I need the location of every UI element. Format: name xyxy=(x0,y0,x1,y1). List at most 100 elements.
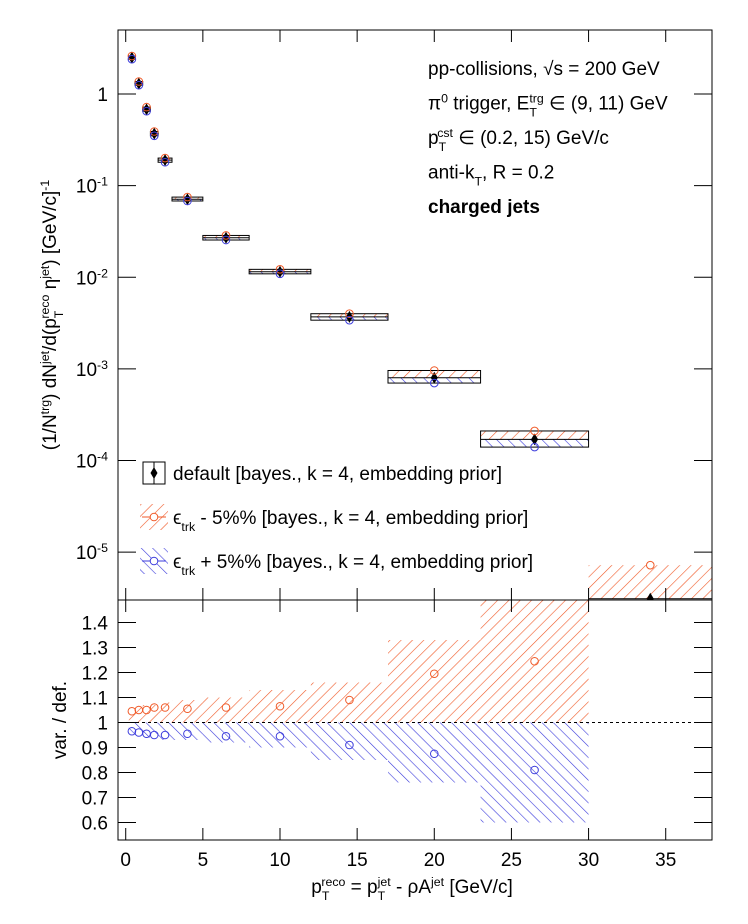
default-marker xyxy=(430,371,438,384)
superscript: jet xyxy=(430,875,445,889)
y-tick-label: 10-2 xyxy=(76,266,108,289)
superscript: -4 xyxy=(97,449,108,463)
systematic-band xyxy=(249,690,311,723)
default-marker xyxy=(143,103,151,116)
y-tick-label: 10-4 xyxy=(76,449,108,472)
text-part: /d(p xyxy=(40,318,61,351)
ratio-marker xyxy=(127,706,137,716)
legend-label: default [bayes., k = 4, embedding prior] xyxy=(173,464,502,485)
systematic-band xyxy=(158,702,172,723)
systematic-band xyxy=(134,707,143,723)
subscript: T xyxy=(474,175,482,189)
y-tick-label: 0.8 xyxy=(82,764,108,785)
y-tick-label: 0.9 xyxy=(82,739,108,760)
ratio-marker xyxy=(183,729,192,739)
superscript: reco xyxy=(38,295,52,319)
variation-marker xyxy=(345,315,354,325)
ratio-marker xyxy=(149,730,159,740)
ratio-marker xyxy=(345,740,354,750)
axes: 10-510-410-310-210-11(1/Ntrg) dNjet/d(pT… xyxy=(38,30,712,903)
default-marker xyxy=(531,433,539,446)
superscript: -1 xyxy=(38,180,52,191)
systematic-band xyxy=(388,722,481,783)
systematic-band xyxy=(310,682,388,723)
subscript: trk xyxy=(181,520,196,534)
x-tick-label: 20 xyxy=(424,850,445,871)
x-tick-label: 25 xyxy=(501,850,522,871)
subscript: T xyxy=(322,889,330,903)
superscript: -3 xyxy=(97,358,108,372)
ratio-marker xyxy=(345,695,354,705)
variation-marker xyxy=(183,196,192,206)
y-tick-label: 10-1 xyxy=(76,175,108,198)
ratio-marker xyxy=(530,656,539,666)
text-part: η xyxy=(40,279,61,295)
text-part: p xyxy=(428,128,439,149)
y-tick-label: 1.4 xyxy=(82,614,109,635)
text-part: anti-k xyxy=(428,163,475,184)
bold-part: charged jets xyxy=(428,197,540,218)
legend-marker xyxy=(150,467,158,479)
variation-marker xyxy=(275,269,285,279)
legend-marker xyxy=(149,556,159,566)
x-tick-label: 0 xyxy=(120,850,131,871)
variation-marker xyxy=(429,378,439,388)
y-axis-title: (1/Ntrg) dNjet/d(pTreco ηjet) [GeV/c]-1 xyxy=(38,180,66,451)
variation-marker xyxy=(429,366,439,375)
legend-label: ϵtrk - 5%% [bayes., k = 4, embedding pri… xyxy=(173,508,528,534)
upper-panel xyxy=(127,51,712,600)
variation-marker xyxy=(221,235,231,245)
variation-marker xyxy=(127,54,137,64)
systematic-band xyxy=(480,600,589,723)
text-part: - ρA xyxy=(391,877,432,898)
ratio-marker xyxy=(183,704,192,714)
variation-marker xyxy=(134,80,144,90)
variation-marker xyxy=(127,51,137,61)
annotation: anti-kT, R = 0.2 xyxy=(428,163,554,189)
text-part: default [bayes., k = 4, embedding prior] xyxy=(173,464,502,485)
y-tick-label: 0.7 xyxy=(82,789,108,810)
annotation: π0 trigger, ETtrg ∈ (9, 11) GeV xyxy=(428,92,668,120)
text-part: trigger, E xyxy=(448,94,529,115)
systematic-band xyxy=(388,640,481,723)
legend-label: ϵtrk + 5%% [bayes., k = 4, embedding pri… xyxy=(173,552,533,578)
legend-marker xyxy=(149,512,159,522)
variation-marker xyxy=(275,265,285,274)
default-marker xyxy=(646,592,654,600)
systematic-band xyxy=(172,700,203,723)
systematic-band xyxy=(480,722,589,823)
ratio-marker xyxy=(142,705,151,715)
variation-marker xyxy=(142,102,151,112)
x-axis-title: pTreco = pTjet - ρAjet [GeV/c] xyxy=(311,875,512,903)
text-part: ) [GeV/c] xyxy=(40,191,61,266)
text-part: (1/N xyxy=(40,414,61,450)
superscript: jet xyxy=(377,875,392,889)
ratio-marker xyxy=(429,669,439,679)
variation-marker xyxy=(142,106,151,116)
default-marker xyxy=(222,231,230,244)
systematic-band xyxy=(128,722,135,735)
text-part: ∈ (9, 11) GeV xyxy=(544,94,668,115)
text-part: - 5%% [bayes., k = 4, embedding prior] xyxy=(195,508,528,529)
default-marker xyxy=(128,51,136,64)
variation-marker xyxy=(160,157,170,167)
default-marker xyxy=(276,265,284,278)
superscript: trg xyxy=(38,400,52,415)
variation-marker xyxy=(530,426,539,436)
text-part: 10 xyxy=(76,543,97,564)
text-part: pp-collisions, √s = 200 GeV xyxy=(428,59,660,80)
text-part: ) dN xyxy=(40,364,61,400)
text-part: π xyxy=(428,94,441,115)
superscript: trg xyxy=(529,92,544,106)
ratio-marker xyxy=(429,749,439,759)
superscript: jet xyxy=(38,350,52,365)
variation-marker xyxy=(645,560,655,570)
annotation: pp-collisions, √s = 200 GeV xyxy=(428,59,660,80)
text-part: var. / def. xyxy=(50,681,71,759)
y-tick-label: 1.2 xyxy=(82,664,108,685)
variation-marker xyxy=(183,192,192,202)
text-part: ∈ (0.2, 15) GeV/c xyxy=(453,128,609,149)
superscript: cst xyxy=(437,126,453,140)
y-tick-label: 1 xyxy=(97,85,108,106)
